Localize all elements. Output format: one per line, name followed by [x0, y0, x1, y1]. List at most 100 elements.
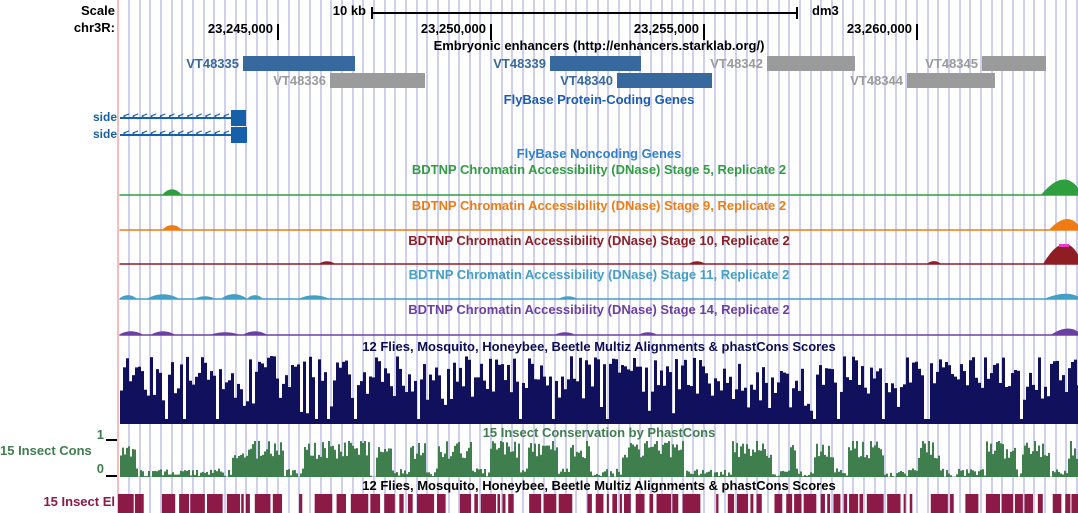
alignment-histogram-bar[interactable]	[807, 403, 810, 424]
conservation-wiggle-bar[interactable]	[502, 442, 504, 477]
conserved-element[interactable]	[672, 494, 679, 513]
conservation-wiggle-bar[interactable]	[404, 470, 406, 477]
alignment-histogram-bar[interactable]	[870, 367, 873, 424]
alignment-histogram-bar[interactable]	[537, 379, 540, 424]
alignment-histogram-bar[interactable]	[546, 385, 549, 424]
alignment-histogram-bar[interactable]	[555, 380, 558, 424]
conserved-element[interactable]	[245, 494, 250, 513]
conservation-wiggle-bar[interactable]	[414, 458, 416, 477]
alignment-histogram-bar[interactable]	[258, 361, 261, 424]
conservation-wiggle-bar[interactable]	[1038, 445, 1040, 477]
alignment-histogram-bar[interactable]	[204, 362, 207, 424]
conservation-wiggle-bar[interactable]	[254, 441, 256, 477]
conservation-wiggle-bar[interactable]	[756, 441, 758, 477]
alignment-histogram-bar[interactable]	[195, 376, 198, 424]
conservation-wiggle-bar[interactable]	[780, 471, 782, 477]
conservation-wiggle-bar[interactable]	[186, 470, 188, 477]
conservation-wiggle-bar[interactable]	[864, 457, 866, 477]
alignment-histogram-bar[interactable]	[279, 397, 282, 424]
conservation-wiggle-bar[interactable]	[316, 458, 318, 477]
conservation-wiggle-bar[interactable]	[572, 444, 574, 477]
conservation-wiggle-bar[interactable]	[438, 446, 440, 477]
alignment-histogram-bar[interactable]	[816, 374, 819, 424]
conservation-wiggle-bar[interactable]	[654, 444, 656, 477]
conservation-wiggle-bar[interactable]	[764, 449, 766, 477]
conservation-wiggle-bar[interactable]	[742, 443, 744, 477]
conservation-wiggle-bar[interactable]	[758, 450, 760, 477]
conservation-wiggle-bar[interactable]	[358, 454, 360, 477]
alignment-histogram-bar[interactable]	[780, 370, 783, 424]
alignment-histogram-bar[interactable]	[153, 394, 156, 424]
enhancer-label[interactable]: VT48344	[850, 73, 903, 88]
conservation-wiggle-bar[interactable]	[592, 475, 594, 477]
conserved-element[interactable]	[950, 494, 954, 513]
alignment-histogram-bar[interactable]	[576, 381, 579, 424]
conserved-element[interactable]	[480, 494, 497, 513]
alignment-histogram-bar[interactable]	[1044, 386, 1047, 424]
conserved-element[interactable]	[843, 494, 848, 513]
conservation-wiggle-bar[interactable]	[1074, 448, 1076, 477]
alignment-histogram-bar[interactable]	[975, 377, 978, 424]
conservation-wiggle-bar[interactable]	[958, 468, 960, 477]
conservation-wiggle-bar[interactable]	[754, 452, 756, 477]
alignment-histogram-bar[interactable]	[585, 360, 588, 424]
conservation-wiggle-bar[interactable]	[528, 447, 530, 477]
conservation-wiggle-bar[interactable]	[640, 457, 642, 477]
alignment-histogram-bar[interactable]	[378, 361, 381, 424]
conservation-wiggle-bar[interactable]	[234, 455, 236, 477]
conservation-wiggle-bar[interactable]	[532, 451, 534, 477]
conservation-wiggle-bar[interactable]	[406, 474, 408, 477]
noncoding-track-title[interactable]: FlyBase Noncoding Genes	[516, 146, 682, 161]
conservation-wiggle-bar[interactable]	[156, 471, 158, 477]
conservation-wiggle-bar[interactable]	[244, 457, 246, 477]
conservation-wiggle-bar[interactable]	[218, 468, 220, 477]
alignment-histogram-bar[interactable]	[876, 371, 879, 424]
alignment-histogram-bar[interactable]	[888, 392, 891, 424]
conserved-element[interactable]	[436, 494, 446, 513]
conservation-wiggle-bar[interactable]	[172, 472, 174, 477]
alignment-histogram-bar[interactable]	[405, 392, 408, 424]
conserved-element[interactable]	[241, 494, 244, 513]
enhancer-box[interactable]	[243, 56, 355, 71]
alignment-histogram-bar[interactable]	[903, 384, 906, 424]
alignment-histogram-bar[interactable]	[597, 359, 600, 424]
alignment-histogram-bar[interactable]	[957, 379, 960, 424]
alignment-histogram-bar[interactable]	[372, 377, 375, 424]
conservation-wiggle-bar[interactable]	[634, 446, 636, 477]
alignment-histogram-bar[interactable]	[441, 398, 444, 424]
enhancer-label[interactable]: VT48336	[273, 73, 326, 88]
conservation-wiggle-bar[interactable]	[772, 474, 774, 477]
alignment-histogram-bar[interactable]	[900, 387, 903, 424]
conserved-element[interactable]	[1065, 494, 1071, 513]
alignment-histogram-bar[interactable]	[429, 374, 432, 424]
conservation-wiggle-bar[interactable]	[472, 470, 474, 477]
conservation-wiggle-bar[interactable]	[670, 457, 672, 477]
conservation-wiggle-bar[interactable]	[832, 457, 834, 477]
conservation-wiggle-bar[interactable]	[262, 454, 264, 477]
alignment-histogram-bar[interactable]	[969, 360, 972, 424]
conservation-wiggle-bar[interactable]	[606, 469, 608, 477]
alignment-histogram-bar[interactable]	[759, 400, 762, 424]
enhancer-label[interactable]: VT48345	[925, 56, 978, 71]
conservation-wiggle-bar[interactable]	[624, 454, 626, 477]
conservation-wiggle-bar[interactable]	[122, 447, 124, 477]
conservation-wiggle-bar[interactable]	[514, 441, 516, 477]
conservation-wiggle-bar[interactable]	[892, 476, 894, 477]
alignment-histogram-bar[interactable]	[318, 359, 321, 424]
alignment-histogram-bar[interactable]	[627, 369, 630, 424]
alignment-histogram-bar[interactable]	[753, 389, 756, 424]
conservation-wiggle-bar[interactable]	[1062, 474, 1064, 477]
conservation-wiggle-bar[interactable]	[928, 441, 930, 477]
alignment-histogram-bar[interactable]	[510, 392, 513, 424]
alignment-histogram-bar[interactable]	[669, 372, 672, 424]
conserved-element[interactable]	[623, 494, 631, 513]
alignment-histogram-bar[interactable]	[765, 382, 768, 424]
alignment-histogram-bar[interactable]	[708, 383, 711, 424]
conserved-element[interactable]	[299, 494, 303, 513]
conservation-wiggle-bar[interactable]	[900, 470, 902, 477]
alignment-histogram-bar[interactable]	[120, 390, 123, 424]
conservation-wiggle-bar[interactable]	[840, 470, 842, 477]
conservation-wiggle-bar[interactable]	[188, 469, 190, 477]
alignment-histogram-bar[interactable]	[174, 393, 177, 424]
alignment-histogram-bar[interactable]	[582, 398, 585, 424]
